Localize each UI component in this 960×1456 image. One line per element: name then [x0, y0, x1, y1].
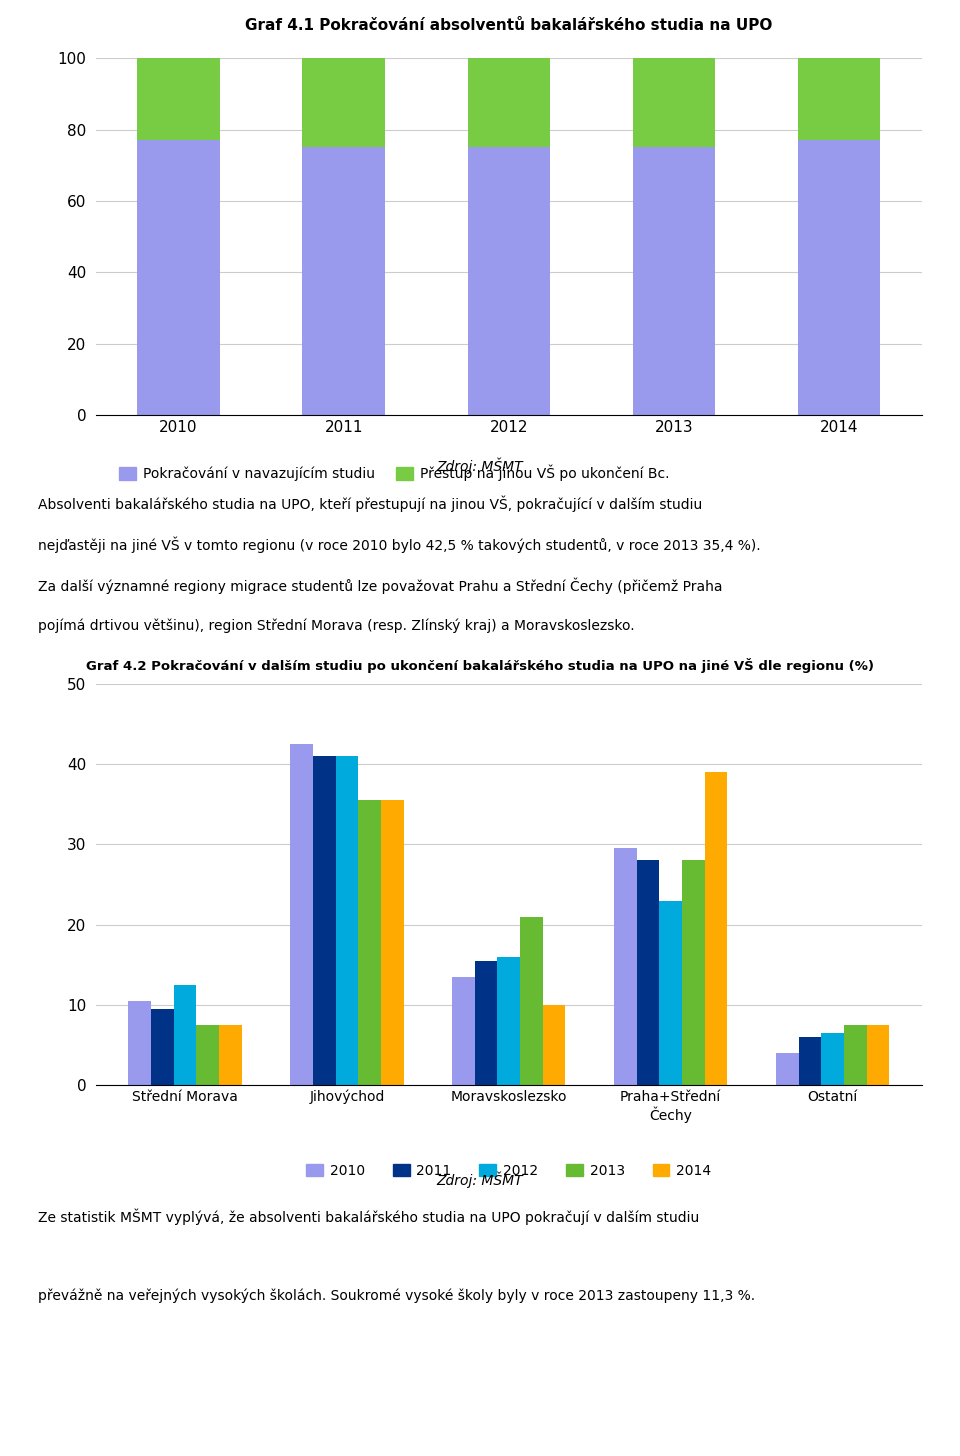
Text: Absolventi bakalářského studia na UPO, kteří přestupují na jinou VŠ, pokračující: Absolventi bakalářského studia na UPO, k…	[38, 495, 703, 511]
Bar	[137, 140, 220, 415]
Bar	[381, 801, 403, 1085]
Bar	[129, 1000, 151, 1085]
Bar	[821, 1032, 844, 1085]
Bar	[137, 58, 220, 140]
Bar	[636, 860, 660, 1085]
Bar	[705, 772, 728, 1085]
Bar	[633, 147, 715, 415]
Text: Zdroj: MŠMT: Zdroj: MŠMT	[437, 457, 523, 475]
Bar	[867, 1025, 889, 1085]
Text: Ze statistik MŠMT vyplývá, že absolventi bakalářského studia na UPO pokračují v : Ze statistik MŠMT vyplývá, že absolventi…	[38, 1208, 700, 1224]
Bar	[633, 58, 715, 147]
Bar	[844, 1025, 867, 1085]
Bar	[452, 977, 475, 1085]
Bar	[660, 900, 682, 1085]
Text: Zdroj: MŠMT: Zdroj: MŠMT	[437, 1171, 523, 1188]
Legend: Pokračování v navazujícím studiu, Přestup na jinou VŠ po ukončení Bc.: Pokračování v navazujícím studiu, Přestu…	[119, 464, 669, 482]
Bar	[798, 140, 880, 415]
Bar	[798, 58, 880, 140]
Bar	[302, 58, 385, 147]
Bar	[468, 58, 550, 147]
Title: Graf 4.1 Pokračování absolventů bakalářského studia na UPO: Graf 4.1 Pokračování absolventů bakalářs…	[245, 17, 773, 32]
Bar	[302, 147, 385, 415]
Bar	[520, 917, 542, 1085]
Bar	[219, 1025, 242, 1085]
Bar	[475, 961, 497, 1085]
Bar	[358, 801, 381, 1085]
Bar	[497, 957, 520, 1085]
Bar	[682, 860, 705, 1085]
Text: převážně na veřejných vysokých školách. Soukromé vysoké školy byly v roce 2013 z: převážně na veřejných vysokých školách. …	[38, 1289, 756, 1303]
Bar	[174, 984, 197, 1085]
Bar	[336, 756, 358, 1085]
Bar	[151, 1009, 174, 1085]
Text: Za další významné regiony migrace studentů lze považovat Prahu a Střední Čechy (: Za další významné regiony migrace studen…	[38, 578, 723, 594]
Bar	[799, 1037, 821, 1085]
Bar	[776, 1053, 799, 1085]
Bar	[313, 756, 336, 1085]
Bar	[614, 849, 636, 1085]
Text: nejďastěji na jiné VŠ v tomto regionu (v roce 2010 bylo 42,5 % takových studentů: nejďastěji na jiné VŠ v tomto regionu (v…	[38, 536, 761, 553]
Bar	[468, 147, 550, 415]
Bar	[542, 1005, 565, 1085]
Bar	[197, 1025, 219, 1085]
Bar	[290, 744, 313, 1085]
Text: Graf 4.2 Pokračování v dalším studiu po ukončení bakalářského studia na UPO na j: Graf 4.2 Pokračování v dalším studiu po …	[86, 658, 874, 673]
Legend: 2010, 2011, 2012, 2013, 2014: 2010, 2011, 2012, 2013, 2014	[306, 1163, 711, 1178]
Text: pojímá drtivou většinu), region Střední Morava (resp. Zlínský kraj) a Moravskosl: pojímá drtivou většinu), region Střední …	[38, 619, 635, 633]
